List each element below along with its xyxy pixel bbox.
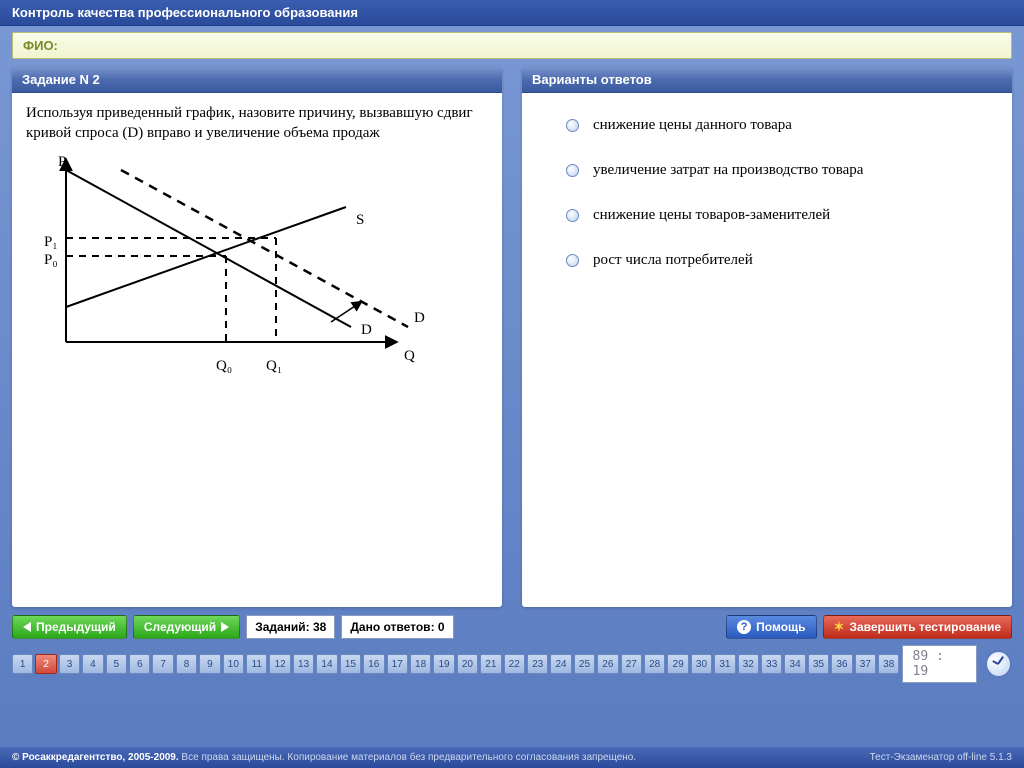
task-nav-21[interactable]: 21 <box>480 654 501 674</box>
task-nav-36[interactable]: 36 <box>831 654 852 674</box>
task-nav-23[interactable]: 23 <box>527 654 548 674</box>
radio-icon <box>566 119 579 132</box>
task-nav-15[interactable]: 15 <box>340 654 361 674</box>
run-icon: ✶ <box>834 619 845 635</box>
task-nav-24[interactable]: 24 <box>550 654 571 674</box>
task-nav-grid: 1234567891011121314151617181920212223242… <box>12 645 1012 683</box>
task-nav-27[interactable]: 27 <box>621 654 642 674</box>
help-icon: ? <box>737 620 751 634</box>
task-nav-2[interactable]: 2 <box>35 654 56 674</box>
prev-label: Предыдущий <box>36 620 116 634</box>
content-area: Задание N 2 Используя приведенный график… <box>12 67 1012 607</box>
answer-text: снижение цены товаров-заменителей <box>593 207 830 224</box>
answers-body: снижение цены данного товара увеличение з… <box>522 93 1012 607</box>
task-nav-12[interactable]: 12 <box>269 654 290 674</box>
question-panel: Задание N 2 Используя приведенный график… <box>12 67 502 607</box>
footer: © Росаккредагентство, 2005-2009. Все пра… <box>0 747 1024 768</box>
tasks-count-box: Заданий: 38 <box>246 615 335 639</box>
finish-button[interactable]: ✶ Завершить тестирование <box>823 615 1012 639</box>
help-button[interactable]: ? Помощь <box>726 615 816 639</box>
task-nav-28[interactable]: 28 <box>644 654 665 674</box>
task-nav-9[interactable]: 9 <box>199 654 220 674</box>
task-nav-13[interactable]: 13 <box>293 654 314 674</box>
task-nav-38[interactable]: 38 <box>878 654 899 674</box>
svg-text:Q₀: Q₀ <box>216 358 232 374</box>
footer-copyright-rest: Все права защищены. Копирование материал… <box>179 752 636 763</box>
clock-icon <box>985 650 1012 678</box>
svg-text:P₁: P₁ <box>44 234 58 250</box>
task-nav-31[interactable]: 31 <box>714 654 735 674</box>
task-nav-16[interactable]: 16 <box>363 654 384 674</box>
footer-left: © Росаккредагентство, 2005-2009. Все пра… <box>12 752 636 763</box>
arrow-left-icon <box>23 622 31 632</box>
answer-option-1[interactable]: снижение цены данного товара <box>536 103 998 148</box>
answers-header: Варианты ответов <box>522 67 1012 93</box>
radio-icon <box>566 164 579 177</box>
task-nav-4[interactable]: 4 <box>82 654 103 674</box>
window-title-bar: Контроль качества профессионального обра… <box>0 0 1024 26</box>
task-nav-19[interactable]: 19 <box>433 654 454 674</box>
task-nav-37[interactable]: 37 <box>855 654 876 674</box>
next-button[interactable]: Следующий <box>133 615 240 639</box>
svg-text:D: D <box>361 322 372 338</box>
answer-option-4[interactable]: рост числа потребителей <box>536 238 998 283</box>
task-nav-17[interactable]: 17 <box>387 654 408 674</box>
task-nav-6[interactable]: 6 <box>129 654 150 674</box>
svg-text:S: S <box>356 212 364 228</box>
help-label: Помощь <box>756 620 805 634</box>
answer-option-3[interactable]: снижение цены товаров-заменителей <box>536 193 998 238</box>
button-row: Предыдущий Следующий Заданий: 38 Дано от… <box>12 615 1012 639</box>
footer-right: Тест-Экзаменатор off-line 5.1.3 <box>870 752 1012 763</box>
answer-option-2[interactable]: увеличение затрат на производство товара <box>536 148 998 193</box>
task-nav-26[interactable]: 26 <box>597 654 618 674</box>
task-nav-1[interactable]: 1 <box>12 654 33 674</box>
task-nav-34[interactable]: 34 <box>784 654 805 674</box>
task-nav-18[interactable]: 18 <box>410 654 431 674</box>
supply-demand-chart: P Q S D D₁ P₁ P₀ Q₀ Q₁ <box>26 152 426 382</box>
task-nav-14[interactable]: 14 <box>316 654 337 674</box>
task-nav-32[interactable]: 32 <box>738 654 759 674</box>
task-nav-25[interactable]: 25 <box>574 654 595 674</box>
radio-icon <box>566 209 579 222</box>
task-nav-29[interactable]: 29 <box>667 654 688 674</box>
footer-copyright-bold: © Росаккредагентство, 2005-2009. <box>12 752 179 763</box>
svg-text:D₁: D₁ <box>414 310 426 326</box>
svg-text:P₀: P₀ <box>44 252 58 268</box>
question-body: Используя приведенный график, назовите п… <box>12 93 502 607</box>
question-text: Используя приведенный график, назовите п… <box>26 103 488 144</box>
next-label: Следующий <box>144 620 216 634</box>
answer-text: снижение цены данного товара <box>593 117 792 134</box>
answer-text: рост числа потребителей <box>593 252 753 269</box>
answers-panel: Варианты ответов снижение цены данного т… <box>522 67 1012 607</box>
task-nav-5[interactable]: 5 <box>106 654 127 674</box>
task-nav-35[interactable]: 35 <box>808 654 829 674</box>
fio-bar: ФИО: <box>12 32 1012 59</box>
question-header: Задание N 2 <box>12 67 502 93</box>
task-nav-30[interactable]: 30 <box>691 654 712 674</box>
task-nav-11[interactable]: 11 <box>246 654 267 674</box>
timer-display: 89 : 19 <box>902 645 977 683</box>
task-nav-20[interactable]: 20 <box>457 654 478 674</box>
task-nav-7[interactable]: 7 <box>152 654 173 674</box>
task-nav-33[interactable]: 33 <box>761 654 782 674</box>
task-nav-3[interactable]: 3 <box>59 654 80 674</box>
svg-text:Q₁: Q₁ <box>266 358 282 374</box>
radio-icon <box>566 254 579 267</box>
task-nav-8[interactable]: 8 <box>176 654 197 674</box>
answered-count-box: Дано ответов: 0 <box>341 615 453 639</box>
fio-label: ФИО: <box>23 38 58 53</box>
task-nav-10[interactable]: 10 <box>223 654 244 674</box>
svg-text:P: P <box>58 154 66 170</box>
finish-label: Завершить тестирование <box>849 620 1001 634</box>
prev-button[interactable]: Предыдущий <box>12 615 127 639</box>
svg-text:Q: Q <box>404 348 415 364</box>
arrow-right-icon <box>221 622 229 632</box>
answer-text: увеличение затрат на производство товара <box>593 162 863 179</box>
task-nav-22[interactable]: 22 <box>504 654 525 674</box>
window-title: Контроль качества профессионального обра… <box>12 5 358 20</box>
